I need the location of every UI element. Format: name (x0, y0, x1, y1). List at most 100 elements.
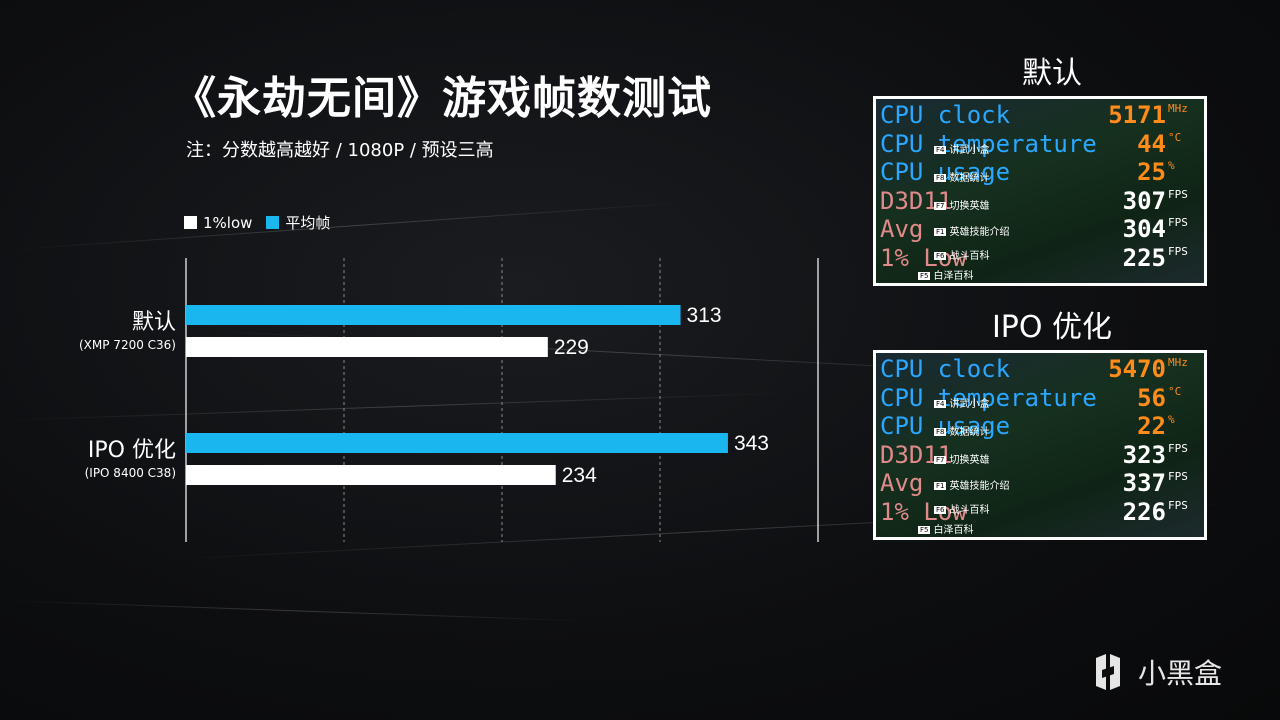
category-sublabel: (IPO 8400 C38) (85, 466, 176, 480)
osd-overlay-item: F5 白泽百科 (918, 267, 973, 282)
hotkey-badge: F1 (934, 482, 947, 490)
osd-unit: % (1168, 413, 1175, 426)
legend-label-low: 1%low (203, 213, 253, 232)
data-label: 229 (554, 336, 589, 359)
osd-value: 337 (1122, 469, 1166, 497)
osd-label: CPU clock (880, 355, 1011, 383)
osd-row: CPU temperature 44 °C (880, 130, 1198, 158)
data-label: 343 (734, 432, 769, 455)
hotkey-badge: F6 (934, 506, 947, 514)
osd-label: 1% Low (880, 243, 967, 272)
osd-unit: FPS (1168, 498, 1188, 512)
overlay-text: 白泽百科 (933, 271, 974, 282)
panel-title-default: 默认 (1022, 56, 1082, 91)
legend-swatch-avg (266, 216, 280, 229)
category-sublabel: (XMP 7200 C36) (79, 338, 176, 352)
osd-unit: MHz (1168, 356, 1188, 369)
osd-unit: FPS (1168, 216, 1188, 229)
data-label: 234 (562, 464, 597, 487)
page-title: 《永劫无间》游戏帧数测试 (172, 73, 712, 124)
osd-unit: MHz (1168, 102, 1188, 115)
osd-value: 304 (1122, 215, 1166, 243)
osd-overlay-item: F6 战斗百科 (934, 501, 989, 516)
osd-label: CPU clock (880, 101, 1011, 129)
osd-row: CPU usage 25% (880, 158, 1198, 186)
legend-label-avg: 平均帧 (285, 214, 331, 232)
osd-value: 56 (1137, 383, 1166, 412)
watermark-text: 小黑盒 (1138, 657, 1223, 690)
panel-title-ipo: IPO 优化 (991, 310, 1113, 345)
osd-overlay-item: F8 数据统计 (934, 423, 989, 438)
overlay-text: 数据统计 (949, 173, 990, 184)
osd-overlay-item: F1 英雄技能介绍 (934, 223, 1009, 238)
overlay-text: 英雄技能介绍 (949, 227, 1010, 238)
osd-unit: °C (1168, 384, 1182, 398)
overlay-text: 英雄技能介绍 (949, 481, 1010, 492)
osd-row: 1% Low 226 FPS (880, 498, 1198, 526)
bar-low-0 (186, 337, 548, 357)
osd-overlay-item: F7 切换英雄 (934, 451, 989, 466)
hotkey-badge: F6 (934, 252, 947, 260)
osd-unit: FPS (1168, 244, 1188, 258)
osd-label: CPU temperature (880, 383, 1097, 412)
osd-overlay-item: F1 英雄技能介绍 (934, 477, 1009, 492)
bar-low-1 (186, 465, 556, 485)
legend-item-avg: 平均帧 (266, 212, 330, 233)
overlay-text: 战斗百科 (949, 505, 990, 516)
hotkey-badge: F5 (918, 272, 931, 280)
hotkey-badge: F5 (918, 526, 931, 534)
hotkey-badge: F1 (934, 228, 947, 236)
osd-overlay-item: F4 讲武小盒 (934, 395, 989, 410)
overlay-text: 切换英雄 (949, 201, 990, 212)
osd-row: CPU clock 5470 MHz (880, 355, 1198, 383)
hotkey-badge: F8 (934, 428, 947, 436)
osd-row: Avg 337 FPS (880, 469, 1198, 497)
osd-value: 226 (1122, 497, 1166, 526)
bar-avg-1 (186, 433, 728, 453)
bar-avg-0 (186, 305, 681, 325)
osd-overlay-item: F4 讲武小盒 (934, 141, 989, 156)
overlay-text: 切换英雄 (949, 455, 990, 466)
osd-value: 5470 (1108, 355, 1166, 383)
osd-row: CPU temperature 56 °C (880, 384, 1198, 412)
osd-overlay-item: F7 切换英雄 (934, 197, 989, 212)
osd-unit: % (1168, 159, 1175, 172)
hotkey-badge: F4 (934, 400, 947, 408)
xiaoheihe-logo-icon (1096, 654, 1120, 690)
overlay-text: 战斗百科 (949, 251, 990, 262)
overlay-text: 讲武小盒 (949, 399, 990, 410)
overlay-text: 数据统计 (949, 427, 990, 438)
osd-unit: FPS (1168, 187, 1188, 201)
osd-label: Avg (880, 215, 924, 243)
osd-unit: °C (1168, 130, 1182, 144)
osd-label: CPU temperature (880, 129, 1097, 158)
osd-overlay-item: F6 战斗百科 (934, 247, 989, 262)
osd-row: D3D11 307 FPS (880, 187, 1198, 215)
osd-value: 307 (1122, 186, 1166, 215)
osd-label: 1% Low (880, 497, 967, 526)
osd-unit: FPS (1168, 441, 1188, 455)
osd-label: Avg (880, 469, 924, 497)
osd-row: CPU usage 22% (880, 412, 1198, 440)
osd-unit: FPS (1168, 470, 1188, 483)
overlay-text: 讲武小盒 (949, 145, 990, 156)
osd-row: 1% Low 225 FPS (880, 244, 1198, 272)
hotkey-badge: F7 (934, 202, 947, 210)
chart-subtitle: 注：分数越高越好 / 1080P / 预设三高 (186, 140, 494, 161)
osd-row: D3D11 323 FPS (880, 441, 1198, 469)
osd-value: 5171 (1108, 101, 1166, 129)
osd-panel-default: CPU clock 5171 MHz CPU temperature 44 °C CPU u… (873, 96, 1207, 286)
hotkey-badge: F8 (934, 174, 947, 182)
osd-row: CPU clock 5171 MHz (880, 101, 1198, 129)
osd-value: 25 (1137, 158, 1166, 186)
osd-value: 44 (1137, 129, 1166, 158)
overlay-text: 白泽百科 (933, 525, 974, 536)
chart-legend: 1%low 平均帧 (184, 212, 330, 233)
osd-value: 22 (1137, 412, 1166, 440)
legend-swatch-low (184, 216, 197, 229)
osd-overlay-item: F5 白泽百科 (918, 521, 973, 536)
watermark: 小黑盒 (1088, 652, 1222, 692)
osd-overlay-item: F8 数据统计 (934, 169, 989, 184)
osd-value: 323 (1122, 440, 1166, 469)
